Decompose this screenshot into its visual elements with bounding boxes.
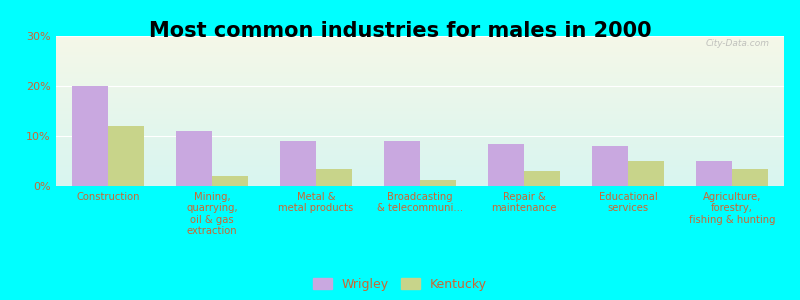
Bar: [524, 171, 560, 186]
Legend: Wrigley, Kentucky: Wrigley, Kentucky: [313, 278, 487, 291]
Bar: [488, 143, 524, 186]
Text: City-Data.com: City-Data.com: [706, 39, 770, 48]
Bar: [384, 141, 420, 186]
Bar: [732, 169, 768, 186]
Bar: [176, 131, 212, 186]
Text: Most common industries for males in 2000: Most common industries for males in 2000: [149, 21, 651, 41]
Bar: [592, 146, 628, 186]
Bar: [696, 161, 732, 186]
Bar: [280, 141, 316, 186]
Bar: [316, 169, 352, 186]
Bar: [72, 86, 108, 186]
Bar: [628, 161, 664, 186]
Bar: [212, 176, 248, 186]
Bar: [420, 180, 456, 186]
Bar: [108, 126, 145, 186]
